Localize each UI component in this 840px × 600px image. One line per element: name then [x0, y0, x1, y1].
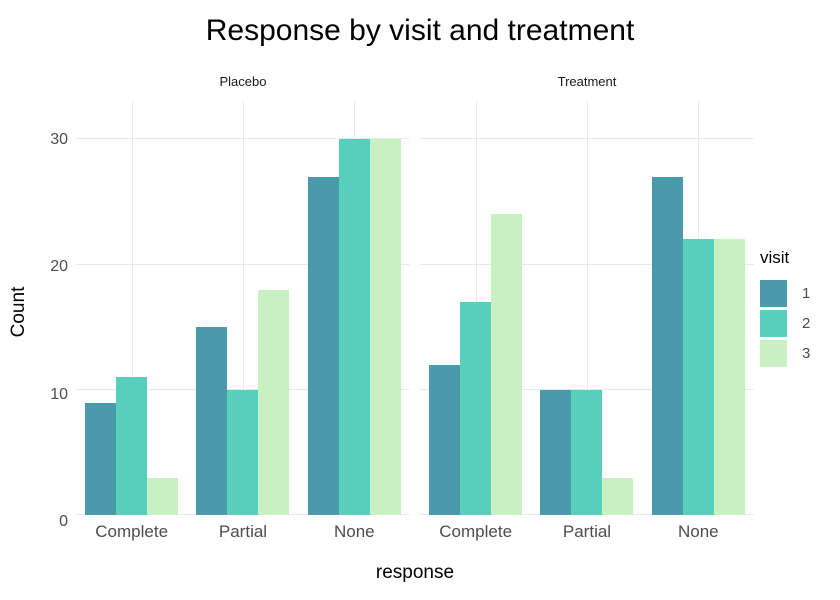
legend-swatch — [760, 280, 787, 307]
bar-visit-3 — [491, 214, 523, 516]
category-slot — [299, 101, 410, 516]
y-tick-labels: 0 10 20 30 — [32, 102, 76, 530]
facet-treatment: Treatment Complete Partial None — [420, 62, 754, 556]
x-tick-row: Complete Partial None — [420, 515, 754, 556]
facets: Placebo Complete Partial None Treatment Compl… — [76, 62, 754, 556]
bar-visit-3 — [369, 139, 401, 516]
legend-entry: 3 — [760, 340, 810, 367]
legend-swatch — [760, 340, 787, 367]
y-tick-label: 20 — [50, 258, 68, 276]
bar-visit-1 — [196, 327, 228, 516]
bar-visit-1 — [85, 402, 117, 516]
panel — [76, 101, 410, 516]
bar-visit-2 — [116, 377, 148, 516]
y-tick-label: 10 — [50, 385, 68, 403]
category-slot — [420, 101, 531, 516]
gridline-vertical — [242, 101, 244, 516]
facet-strip-label: Placebo — [219, 74, 267, 90]
bar-visit-2 — [460, 302, 492, 516]
category-slot — [76, 101, 187, 516]
bar-visit-3 — [713, 239, 745, 516]
legend-entry-label: 1 — [802, 285, 811, 302]
x-tick-label: Partial — [218, 522, 268, 542]
x-tick-label: None — [334, 522, 375, 542]
chart-body: Count 0 10 20 30 Placebo Complete Partial None… — [0, 62, 840, 556]
y-tick-label: 0 — [59, 513, 68, 530]
legend-entry: 2 — [760, 310, 810, 337]
legend-entries: 1 2 3 — [760, 280, 810, 370]
legend-swatch — [760, 310, 787, 337]
legend-entry-label: 3 — [802, 345, 811, 362]
gridline-vertical — [586, 101, 588, 516]
bar-visit-2 — [338, 139, 370, 516]
y-axis-title-container: Count — [6, 62, 32, 556]
bar-visit-1 — [429, 364, 461, 516]
legend-title: visit — [760, 248, 790, 267]
bar-visit-2 — [571, 390, 603, 516]
legend-entry-label: 2 — [802, 315, 811, 332]
bar-visit-3 — [147, 477, 179, 516]
x-tick-label: Complete — [95, 522, 169, 542]
panel — [420, 101, 754, 516]
bar-visit-2 — [227, 390, 259, 516]
x-axis-title: response — [375, 562, 455, 583]
bar-visit-1 — [651, 176, 683, 516]
x-tick-label: Partial — [562, 522, 612, 542]
bar-visit-1 — [307, 176, 339, 516]
y-tick-label: 30 — [50, 131, 68, 149]
x-tick-label: Complete — [439, 522, 513, 542]
x-tick-row: Complete Partial None — [76, 515, 410, 556]
facet-placebo: Placebo Complete Partial None — [76, 62, 410, 556]
bar-visit-1 — [540, 390, 572, 516]
category-slot — [531, 101, 642, 516]
gridline-vertical — [131, 101, 133, 516]
chart-title: Response by visit and treatment — [205, 14, 635, 47]
legend-entry: 1 — [760, 280, 810, 307]
category-slot — [643, 101, 754, 516]
facet-strip-label: Treatment — [557, 74, 617, 90]
category-slot — [187, 101, 298, 516]
legend: visit 1 2 3 — [754, 62, 840, 556]
bar-visit-3 — [258, 289, 290, 516]
bar-visit-3 — [602, 477, 634, 516]
x-tick-label: None — [678, 522, 719, 542]
y-axis-title: Count — [8, 286, 29, 338]
bar-visit-2 — [682, 239, 714, 516]
